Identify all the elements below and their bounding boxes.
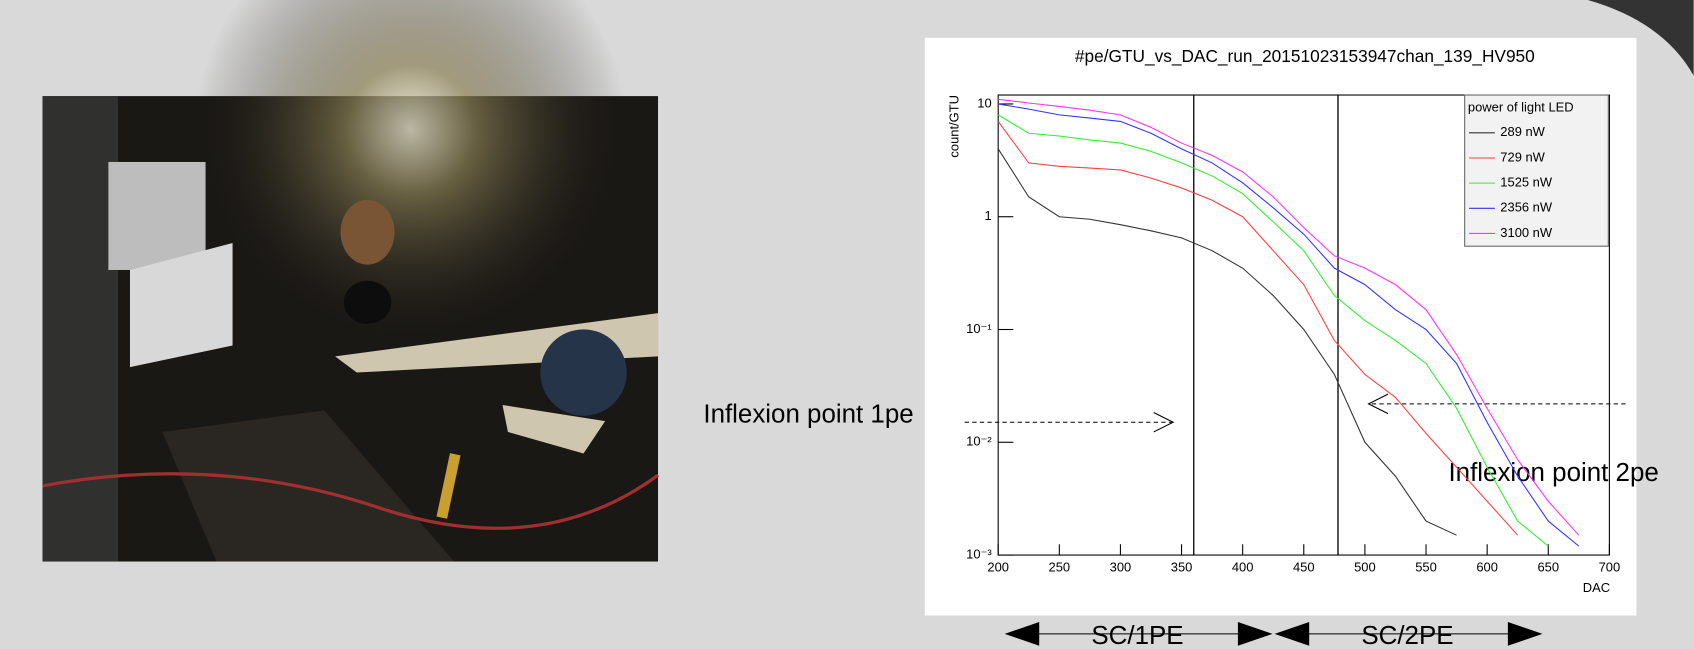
x-axis-label: DAC: [1583, 580, 1610, 595]
series-line: [997, 148, 1457, 536]
x-tick-label: 450: [1293, 559, 1315, 574]
legend: power of light LED 289 nW 729 nW 1525 nW 235…: [1464, 94, 1609, 247]
legend-label: 289 nW: [1500, 124, 1545, 139]
x-tick-label: 200: [987, 559, 1009, 574]
range-label: SC/2PE: [1361, 622, 1453, 649]
annotation: Inflexion point 1pe: [703, 401, 913, 429]
legend-label: 2356 nW: [1500, 200, 1553, 215]
x-tick-label: 300: [1110, 559, 1132, 574]
range-arrows: [1004, 622, 1543, 646]
annotation: Inflexion point 2pe: [1448, 459, 1658, 487]
y-tick-label: 10⁻¹: [966, 321, 992, 336]
chart-title: #pe/GTU_vs_DAC_run_20151023153947chan_13…: [1075, 46, 1535, 66]
y-tick-label: 10⁻²: [966, 434, 992, 449]
x-tick-label: 250: [1049, 559, 1071, 574]
y-tick-label: 10⁻³: [966, 546, 992, 561]
x-tick-label: 600: [1476, 559, 1498, 574]
annotation-arrows: [964, 393, 1626, 433]
x-tick-label: 400: [1232, 559, 1254, 574]
series-line: [997, 121, 1519, 536]
y-tick-label: 10: [977, 95, 991, 110]
series-line: [998, 98, 1580, 536]
series-line: [997, 114, 1549, 547]
corner-decoration: [1587, 0, 1694, 76]
series-line: [998, 103, 1580, 547]
y-tick-label: 1: [984, 208, 991, 223]
legend-label: 3100 nW: [1500, 225, 1553, 240]
legend-label: 1525 nW: [1500, 175, 1553, 190]
photo: [42, 0, 659, 562]
x-tick-label: 700: [1599, 559, 1621, 574]
x-tick-label: 550: [1415, 559, 1437, 574]
y-axis-label: count/GTU: [946, 95, 961, 158]
range-label: SC/1PE: [1091, 622, 1183, 649]
x-tick-label: 350: [1171, 559, 1193, 574]
x-tick-label: 650: [1537, 559, 1559, 574]
legend-title: power of light LED: [1468, 99, 1574, 114]
legend-box: [1464, 94, 1609, 247]
x-tick-label: 500: [1354, 559, 1376, 574]
legend-label: 729 nW: [1500, 149, 1545, 164]
